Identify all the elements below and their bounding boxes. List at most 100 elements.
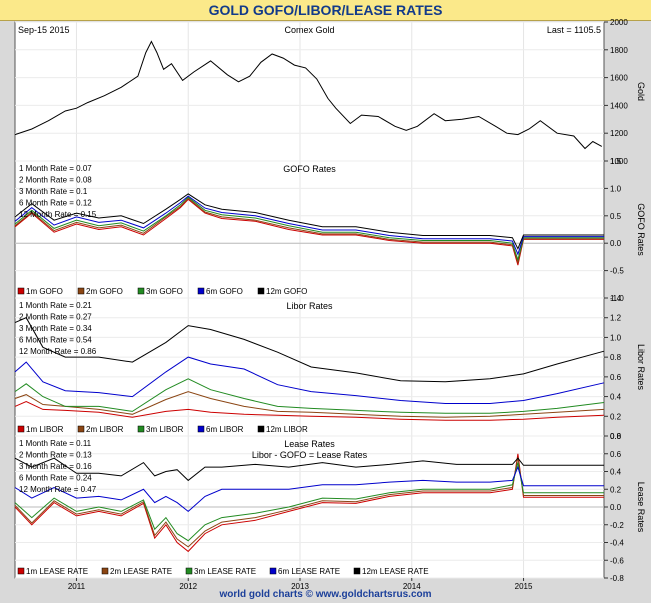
series-line-12m-gofo <box>14 193 604 250</box>
legend-swatch <box>257 287 265 295</box>
y-axis-label: Gold <box>636 82 646 101</box>
panel-title: Comex Gold <box>284 25 334 35</box>
rate-annotation: 2 Month Rate = 0.08 <box>19 176 92 185</box>
rate-annotation: 1 Month Rate = 0.21 <box>19 301 92 310</box>
series-line-3m-libor <box>14 378 605 414</box>
rate-annotation: 3 Month Rate = 0.16 <box>19 462 92 471</box>
chart-title: GOLD GOFO/LIBOR/LEASE RATES <box>208 2 443 18</box>
series-line-1m-libor <box>14 400 605 421</box>
footer-credit: world gold charts © www.goldchartsrus.co… <box>219 589 432 600</box>
legend-swatch <box>17 287 25 295</box>
rate-annotation: 3 Month Rate = 0.1 <box>19 187 88 196</box>
y-tick-label: 0.8 <box>610 432 622 441</box>
legend-swatch <box>185 567 193 575</box>
rate-annotation: 6 Month Rate = 0.24 <box>19 474 92 483</box>
y-axis-label: Lease Rates <box>636 482 646 533</box>
y-tick-label: 0.4 <box>610 468 622 477</box>
y-tick-label: 2000 <box>610 18 628 27</box>
x-tick-label: 2013 <box>291 582 309 591</box>
y-tick-label: 0.6 <box>610 450 622 459</box>
x-tick-label: 2011 <box>68 582 86 591</box>
rate-annotation: 1 Month Rate = 0.07 <box>19 164 92 173</box>
panel-title: Libor Rates <box>286 301 333 311</box>
series-line-12m-libor <box>14 317 605 383</box>
last-value-label: Last = 1105.5 <box>547 25 601 35</box>
legend-swatch <box>17 425 25 433</box>
legend-label: 6m LIBOR <box>206 425 244 434</box>
series-line-6m-gofo <box>14 195 604 256</box>
y-tick-label: 1.4 <box>610 294 622 303</box>
legend-swatch <box>257 425 265 433</box>
legend-label: 3m LEASE RATE <box>194 567 256 576</box>
panel-title: GOFO Rates <box>283 164 336 174</box>
y-tick-label: 0.6 <box>610 373 622 382</box>
title-bar: GOLD GOFO/LIBOR/LEASE RATES <box>0 0 651 21</box>
y-tick-label: -0.4 <box>610 539 624 548</box>
y-tick-label: 0.0 <box>610 432 622 441</box>
y-tick-label: -0.8 <box>610 574 624 583</box>
legend-swatch <box>77 287 85 295</box>
y-tick-label: -0.5 <box>610 267 624 276</box>
legend-swatch <box>137 287 145 295</box>
legend-swatch <box>137 425 145 433</box>
y-tick-label: -0.6 <box>610 556 624 565</box>
rate-annotation: 3 Month Rate = 0.34 <box>19 324 92 333</box>
y-tick-label: 1.0 <box>610 333 622 342</box>
panel-subtitle: Libor - GOFO = Lease Rates <box>252 450 368 460</box>
legend-label: 1m LIBOR <box>26 425 64 434</box>
legend-swatch <box>197 287 205 295</box>
rate-annotation: 12 Month Rate = 0.15 <box>19 210 97 219</box>
y-tick-label: 0.0 <box>610 239 622 248</box>
legend-label: 12m LIBOR <box>266 425 308 434</box>
y-tick-label: 0.2 <box>610 412 622 421</box>
series-line-6m-libor <box>14 356 605 404</box>
rate-annotation: 2 Month Rate = 0.13 <box>19 451 92 460</box>
y-tick-label: -0.2 <box>610 521 624 530</box>
y-axis-label: GOFO Rates <box>636 203 646 256</box>
legend-swatch <box>197 425 205 433</box>
series-line-2m-lease-rate <box>14 457 604 548</box>
legend-label: 2m GOFO <box>86 287 123 296</box>
y-tick-label: 0.0 <box>610 503 622 512</box>
series-line-12m-lease-rate <box>14 457 604 482</box>
rate-annotation: 6 Month Rate = 0.12 <box>19 199 92 208</box>
legend-label: 12m GOFO <box>266 287 307 296</box>
rate-annotation: 6 Month Rate = 0.54 <box>19 336 92 345</box>
y-tick-label: 1.5 <box>610 157 622 166</box>
plot-area <box>14 21 605 579</box>
series-line-6m-lease-rate <box>14 465 604 513</box>
series-line-3m-gofo <box>14 196 604 262</box>
legend-label: 1m LEASE RATE <box>26 567 88 576</box>
x-tick-label: 2012 <box>179 582 197 591</box>
x-tick-label: 2014 <box>403 582 421 591</box>
series-line-gold <box>14 40 603 150</box>
legend-label: 3m LIBOR <box>146 425 184 434</box>
y-axis-label: Libor Rates <box>636 344 646 391</box>
rate-annotation: 2 Month Rate = 0.27 <box>19 313 92 322</box>
legend-label: 12m LEASE RATE <box>362 567 429 576</box>
y-tick-label: 0.2 <box>610 485 622 494</box>
legend-swatch <box>101 567 109 575</box>
legend-label: 1m GOFO <box>26 287 63 296</box>
legend-label: 2m LIBOR <box>86 425 124 434</box>
legend-label: 3m GOFO <box>146 287 183 296</box>
legend-swatch <box>269 567 277 575</box>
y-tick-label: 1000 <box>610 157 628 166</box>
y-tick-label: 1600 <box>610 74 628 83</box>
panel-title: Lease Rates <box>284 439 335 449</box>
y-tick-label: 1800 <box>610 46 628 55</box>
legend-swatch <box>17 567 25 575</box>
y-tick-label: 0.8 <box>610 353 622 362</box>
rate-annotation: 12 Month Rate = 0.47 <box>19 485 97 494</box>
legend-label: 2m LEASE RATE <box>110 567 172 576</box>
legend-label: 6m GOFO <box>206 287 243 296</box>
rate-annotation: 12 Month Rate = 0.86 <box>19 347 97 356</box>
y-tick-label: 1.2 <box>610 314 622 323</box>
y-tick-label: 1.0 <box>610 184 622 193</box>
legend-swatch <box>77 425 85 433</box>
rate-annotation: 1 Month Rate = 0.11 <box>19 439 92 448</box>
y-tick-label: 1400 <box>610 101 628 110</box>
legend-label: 6m LEASE RATE <box>278 567 340 576</box>
y-tick-label: -1.0 <box>610 294 624 303</box>
